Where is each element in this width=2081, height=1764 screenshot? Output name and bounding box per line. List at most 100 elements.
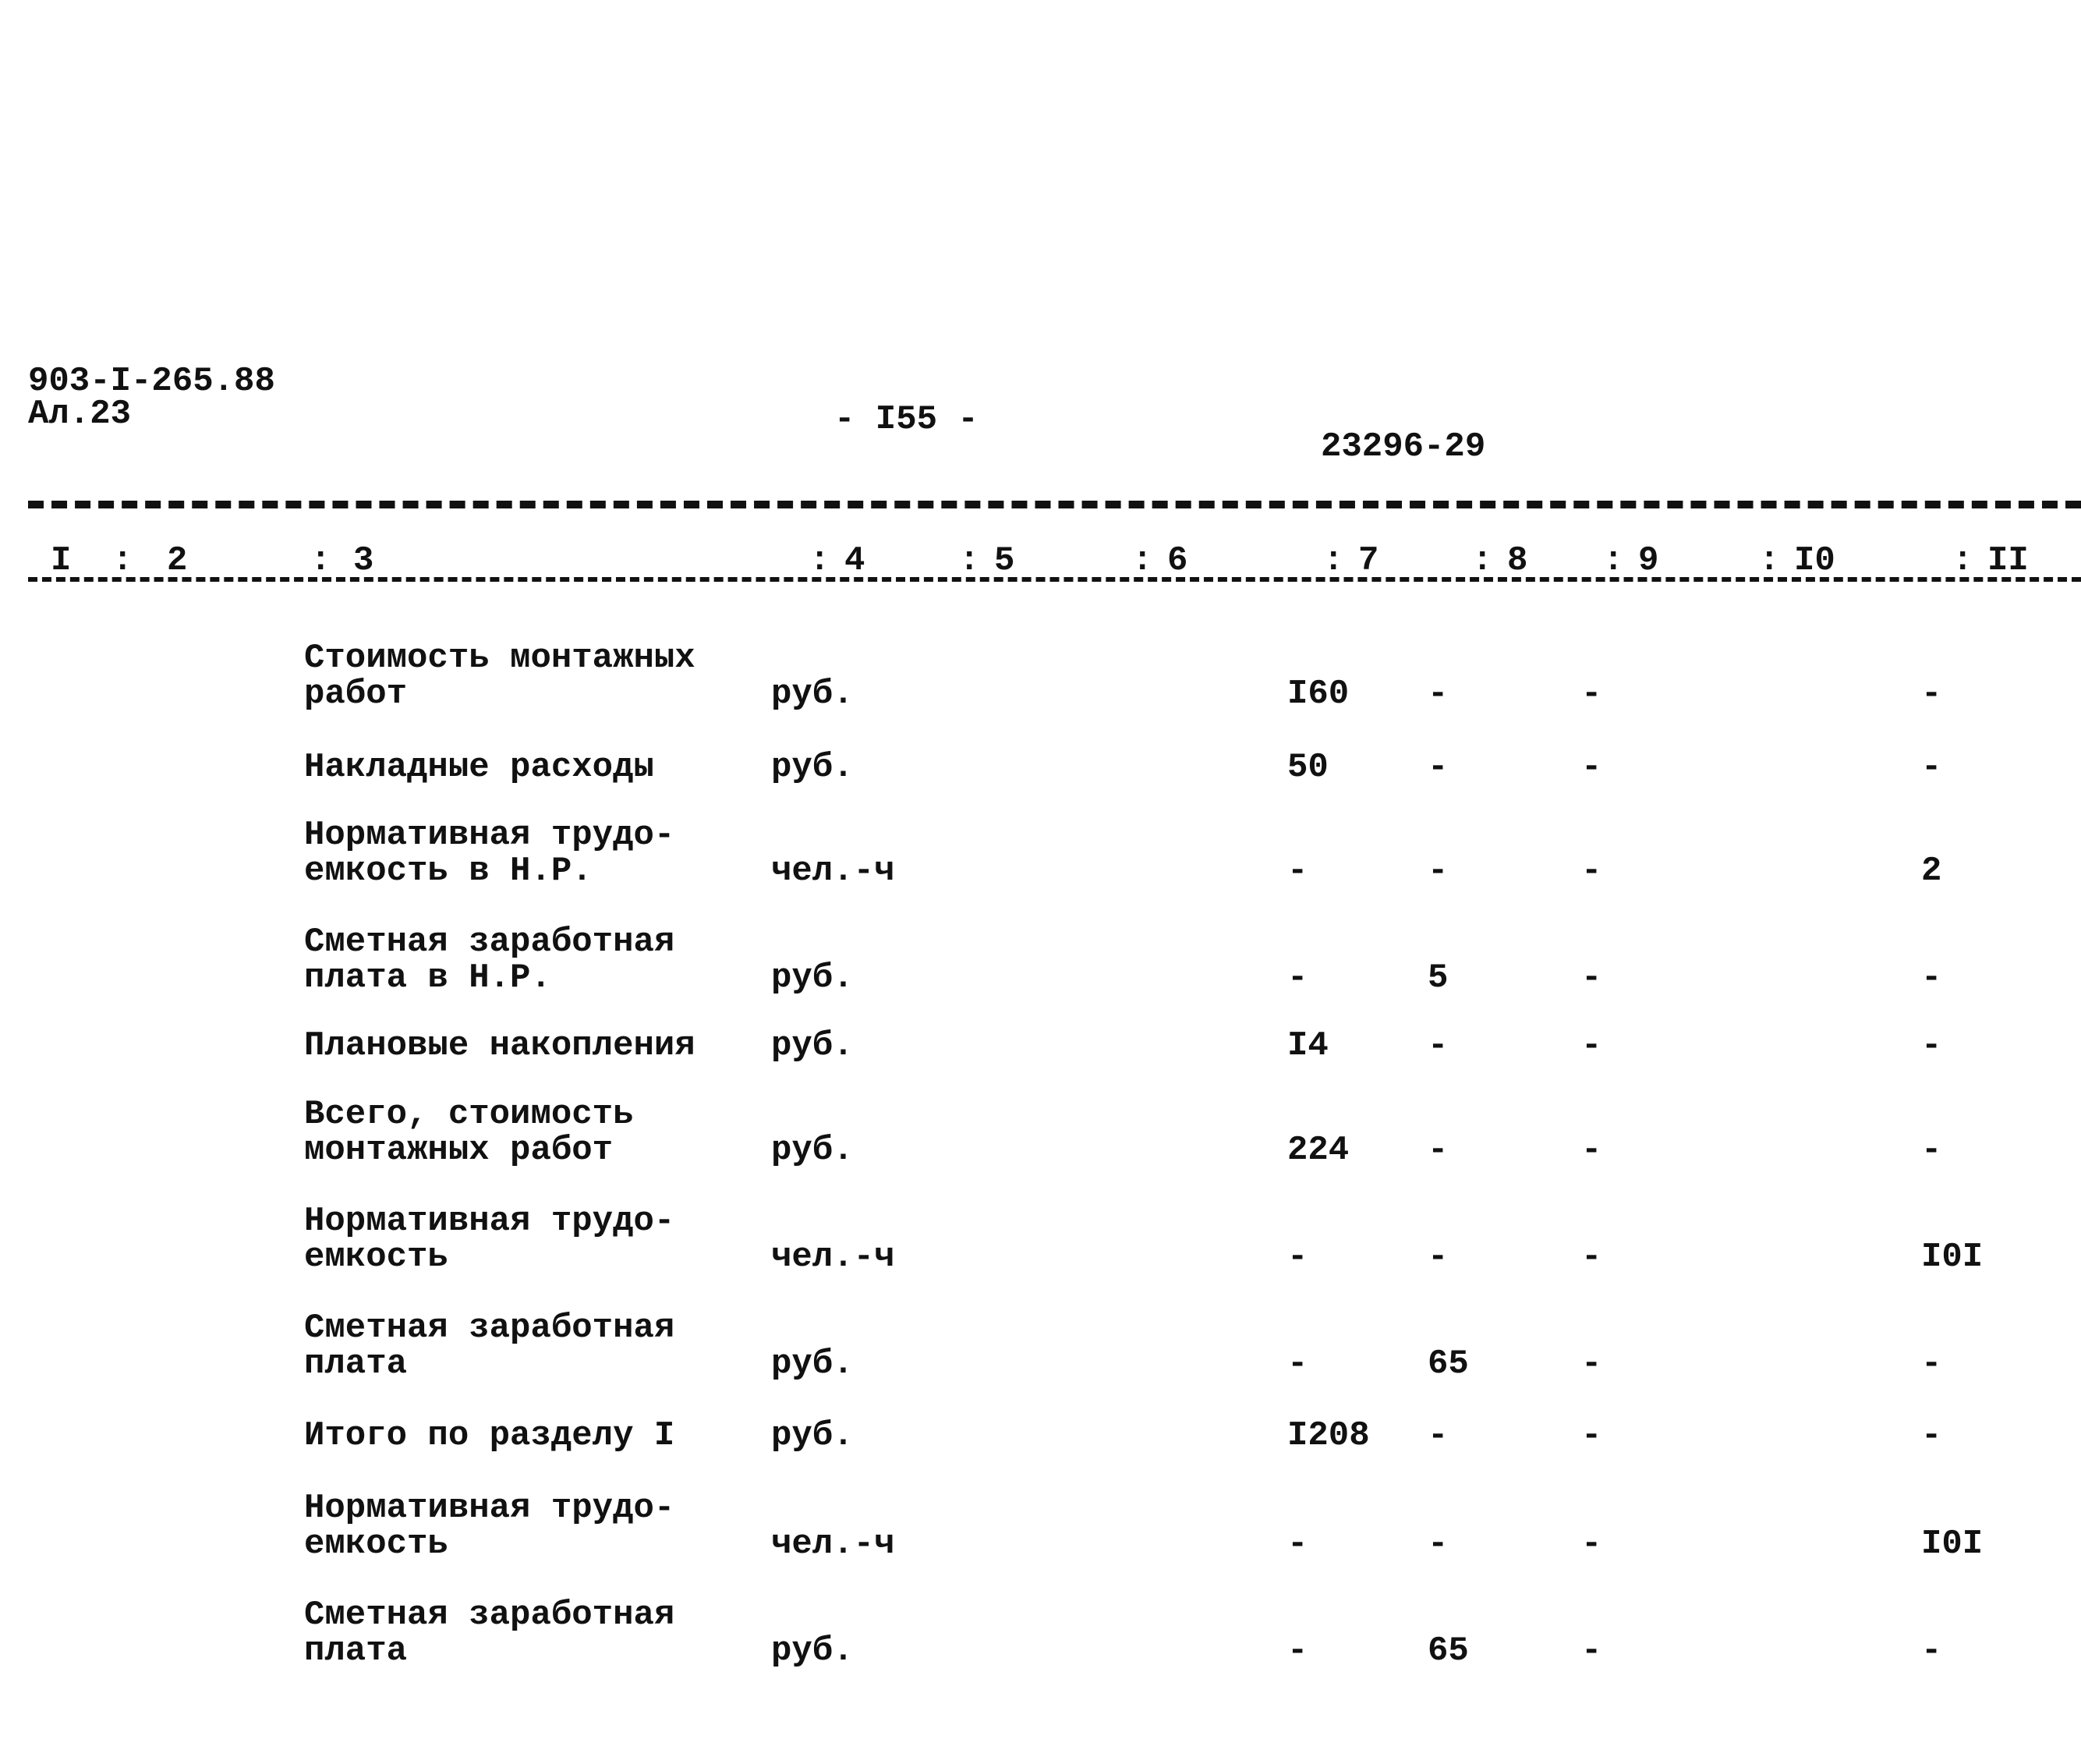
value-cell-c11: - [1921, 1026, 1942, 1065]
value-cell-c7: - [1287, 1238, 1308, 1277]
column-header: 6 [1167, 541, 1188, 580]
document-code: 903-I-265.88 [28, 362, 275, 401]
row-label: Сметная заработная плата в Н.Р. [304, 923, 675, 997]
value-cell-c11: I0I [1921, 1238, 1984, 1277]
column-header: 2 [167, 541, 188, 580]
column-separator: : [809, 541, 830, 580]
unit-cell: чел.-ч [771, 852, 895, 891]
value-cell-c11: - [1921, 748, 1942, 787]
value-cell-c11: - [1921, 958, 1942, 997]
value-cell-c7: I4 [1287, 1026, 1329, 1065]
dashed-separator [28, 501, 2081, 508]
value-cell-c8: - [1428, 675, 1449, 714]
table-row: Накладные расходы руб. 50 - - - [0, 749, 2081, 785]
column-separator: : [1132, 541, 1153, 580]
value-cell-c9: - [1581, 1416, 1602, 1455]
value-cell-c11: - [1921, 675, 1942, 714]
unit-cell: руб. [771, 1131, 854, 1170]
value-cell-c8: - [1428, 1525, 1449, 1564]
column-separator: : [1952, 541, 1973, 580]
row-label: Плановые накопления [304, 1026, 695, 1065]
table-row: Сметная заработная плата руб. - 65 - - [0, 1310, 2081, 1383]
value-cell-c7: 224 [1287, 1131, 1350, 1170]
row-label: Сметная заработная плата [304, 1309, 675, 1383]
row-label: Нормативная трудо- емкость [304, 1202, 675, 1277]
value-cell-c8: 5 [1428, 958, 1449, 997]
column-separator: : [310, 541, 331, 580]
value-cell-c9: - [1581, 748, 1602, 787]
row-label: Итого по разделу I [304, 1416, 675, 1455]
value-cell-c11: 2 [1921, 852, 1942, 891]
value-cell-c8: - [1428, 1131, 1449, 1170]
value-cell-c8: - [1428, 1026, 1449, 1065]
column-separator: : [1603, 541, 1624, 580]
stamp-number: 23296-29 [1321, 427, 1486, 466]
value-cell-c11: - [1921, 1131, 1942, 1170]
table-row: Сметная заработная плата руб. - 65 - - [0, 1597, 2081, 1670]
column-header: 7 [1358, 541, 1379, 580]
row-label: Всего, стоимость монтажных работ [304, 1095, 634, 1170]
row-label: Стоимость монтажных работ [304, 639, 695, 714]
page-number: - I55 - [834, 400, 979, 439]
value-cell-c9: - [1581, 1631, 1602, 1670]
unit-cell: руб. [771, 1631, 854, 1670]
column-header: I [51, 541, 72, 580]
column-header: 4 [844, 541, 865, 580]
column-header-underline [28, 577, 2081, 582]
table-row: Нормативная трудо- емкость чел.-ч - - - I0I [0, 1203, 2081, 1277]
column-header: II [1987, 541, 2029, 580]
unit-cell: руб. [771, 1416, 854, 1455]
column-separator: : [959, 541, 980, 580]
value-cell-c11: - [1921, 1344, 1942, 1383]
value-cell-c11: - [1921, 1631, 1942, 1670]
column-header: 5 [994, 541, 1015, 580]
row-label: Сметная заработная плата [304, 1596, 675, 1670]
table-row: Нормативная трудо- емкость в Н.Р. чел.-ч -… [0, 817, 2081, 891]
unit-cell: руб. [771, 958, 854, 997]
table-row: Сметная заработная плата в Н.Р. руб. - 5 - - [0, 924, 2081, 997]
value-cell-c8: - [1428, 748, 1449, 787]
row-label: Нормативная трудо- емкость в Н.Р. [304, 816, 675, 891]
unit-cell: руб. [771, 1026, 854, 1065]
table-row: Всего, стоимость монтажных работ руб. 224 -… [0, 1096, 2081, 1170]
value-cell-c7: I208 [1287, 1416, 1370, 1455]
value-cell-c9: - [1581, 1026, 1602, 1065]
value-cell-c7: - [1287, 1344, 1308, 1383]
value-cell-c9: - [1581, 675, 1602, 714]
unit-cell: руб. [771, 748, 854, 787]
unit-cell: руб. [771, 675, 854, 714]
value-cell-c9: - [1581, 1525, 1602, 1564]
value-cell-c7: - [1287, 1525, 1308, 1564]
unit-cell: чел.-ч [771, 1238, 895, 1277]
value-cell-c7: 50 [1287, 748, 1329, 787]
value-cell-c9: - [1581, 1131, 1602, 1170]
column-header: 8 [1507, 541, 1528, 580]
table-row: Итого по разделу I руб. I208 - - - [0, 1418, 2081, 1454]
value-cell-c8: - [1428, 1238, 1449, 1277]
column-header: 9 [1638, 541, 1659, 580]
value-cell-c9: - [1581, 1238, 1602, 1277]
column-separator: : [1472, 541, 1493, 580]
value-cell-c9: - [1581, 852, 1602, 891]
value-cell-c8: - [1428, 1416, 1449, 1455]
table-row: Стоимость монтажных работ руб. I60 - - - [0, 640, 2081, 714]
column-separator: : [112, 541, 133, 580]
unit-cell: руб. [771, 1344, 854, 1383]
value-cell-c8: 65 [1428, 1344, 1469, 1383]
unit-cell: чел.-ч [771, 1525, 895, 1564]
table-row: Плановые накопления руб. I4 - - - [0, 1028, 2081, 1064]
value-cell-c7: I60 [1287, 675, 1350, 714]
column-header: I0 [1794, 541, 1835, 580]
value-cell-c7: - [1287, 852, 1308, 891]
value-cell-c9: - [1581, 958, 1602, 997]
column-separator: : [1323, 541, 1344, 580]
sheet-number: Ал.23 [28, 395, 132, 434]
row-label: Накладные расходы [304, 748, 654, 787]
value-cell-c7: - [1287, 1631, 1308, 1670]
value-cell-c9: - [1581, 1344, 1602, 1383]
value-cell-c8: - [1428, 852, 1449, 891]
value-cell-c8: 65 [1428, 1631, 1469, 1670]
value-cell-c11: I0I [1921, 1525, 1984, 1564]
value-cell-c7: - [1287, 958, 1308, 997]
row-label: Нормативная трудо- емкость [304, 1489, 675, 1564]
